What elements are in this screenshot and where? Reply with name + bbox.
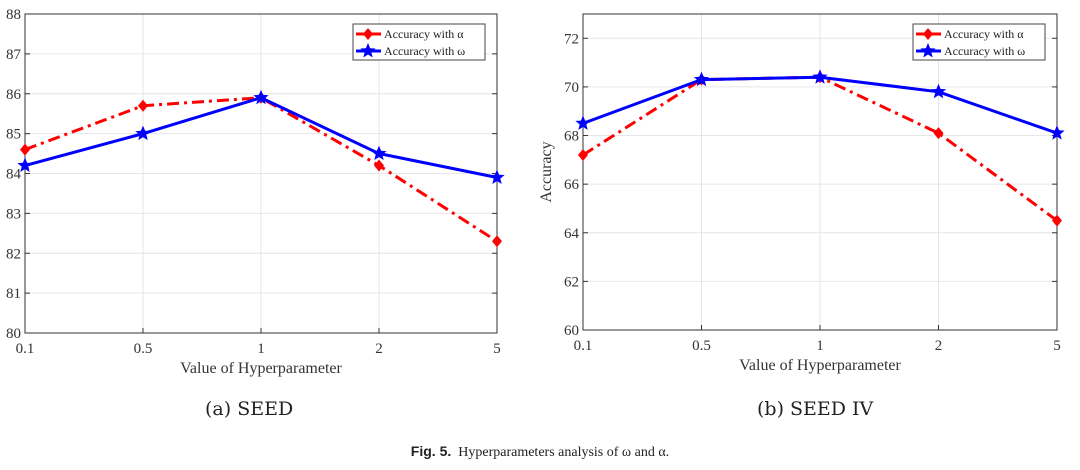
legend-star-icon [920, 43, 936, 58]
y-tick-label: 72 [564, 31, 579, 47]
x-tick-label: 0.1 [574, 338, 593, 354]
chart-a: 80 81 82 83 84 85 86 87 88 0.1 0.5 1 2 5 Value of Hype… [6, 7, 505, 377]
x-tick-label: 2 [935, 338, 943, 354]
x-tick-label: 0.5 [692, 338, 711, 354]
legend-box [352, 23, 486, 61]
data-point-diamond [20, 143, 30, 156]
y-tick-label: 60 [564, 323, 579, 339]
subcaption-b: (b) SEED IV [757, 398, 874, 420]
data-point-star [693, 71, 710, 87]
x-tick-label: 5 [1053, 338, 1061, 354]
y-tick-label: 83 [6, 206, 21, 222]
data-point-star [371, 145, 387, 160]
legend-box [912, 23, 1046, 61]
data-point-star [930, 83, 947, 99]
caption-text: Hyperparameters analysis of ω and α. [458, 445, 670, 460]
y-tick-label: 80 [6, 326, 21, 342]
data-point-star [812, 69, 828, 84]
y-tick-label: 81 [6, 286, 21, 302]
x-tick-label: 2 [375, 341, 383, 357]
legend-star-icon [360, 43, 376, 58]
subcaption-a: (a) SEED [205, 398, 294, 420]
figure-caption: Fig. 5. Hyperparameters analysis of ω an… [0, 443, 1080, 461]
x-tick-label: 1 [257, 341, 265, 357]
data-point-diamond [1052, 214, 1062, 227]
legend: Accuracy with α Accuracy with ω [352, 23, 486, 61]
y-tick-label: 87 [6, 47, 22, 63]
y-tick-label: 68 [564, 129, 579, 145]
data-point-diamond [492, 235, 502, 248]
x-axis-label: Value of Hyperparameter [180, 360, 342, 377]
data-point-star [489, 169, 505, 184]
legend-label: Accuracy with α [944, 27, 1024, 41]
data-point-star [575, 115, 591, 130]
legend: Accuracy with α Accuracy with ω [912, 23, 1046, 61]
data-point-star [1049, 125, 1065, 140]
y-tick-label: 86 [6, 87, 22, 103]
y-tick-label: 70 [564, 80, 579, 96]
figure: 80 81 82 83 84 85 86 87 88 0.1 0.5 1 2 5 Value of Hype… [6, 7, 1065, 377]
y-tick-label: 88 [6, 7, 21, 23]
y-axis-label: Accuracy [538, 141, 555, 202]
caption-label: Fig. 5. [410, 443, 452, 459]
y-tick-label: 82 [6, 246, 21, 262]
legend-diamond-icon [363, 28, 373, 40]
y-tick-label: 62 [564, 274, 579, 290]
x-tick-label: 1 [816, 338, 824, 354]
data-point-diamond [138, 99, 148, 112]
y-tick-label: 64 [564, 226, 580, 242]
y-tick-label: 84 [6, 167, 22, 183]
y-tick-label: 66 [564, 177, 580, 193]
chart-b: 60 62 64 66 68 70 72 0.1 0.5 1 2 5 Value of Hyperpar… [538, 13, 1065, 374]
data-point-diamond [374, 159, 384, 172]
data-point-star [135, 125, 151, 141]
x-tick-label: 5 [493, 341, 501, 357]
data-point-diamond [933, 127, 944, 140]
data-point-star [253, 89, 269, 105]
legend-label: Accuracy with ω [384, 44, 465, 58]
legend-label: Accuracy with α [384, 27, 464, 41]
data-point-star [17, 157, 33, 172]
x-axis-label: Value of Hyperparameter [739, 357, 901, 374]
legend-diamond-icon [923, 28, 933, 40]
data-point-diamond [578, 148, 588, 161]
x-tick-label: 0.1 [16, 341, 35, 357]
legend-label: Accuracy with ω [944, 44, 1025, 58]
x-tick-label: 0.5 [134, 341, 153, 357]
y-tick-label: 85 [6, 127, 21, 143]
plot-frame [582, 13, 1058, 331]
